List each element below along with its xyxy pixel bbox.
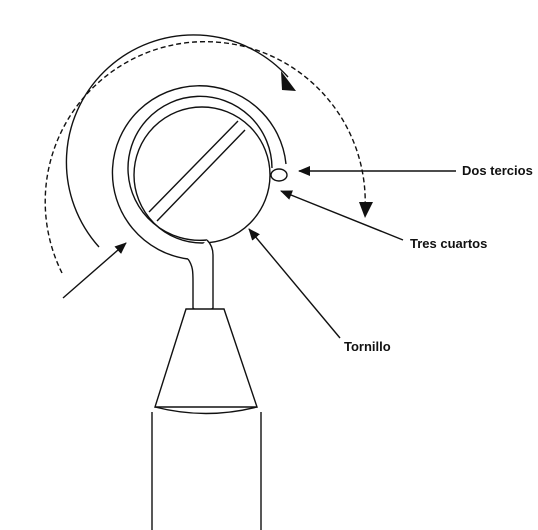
wire-loop-inner [127, 95, 273, 242]
wire-end [270, 168, 288, 182]
tres-cuartos-arc-arrowhead [281, 71, 296, 91]
screwdriver-tip [154, 308, 258, 408]
tornillo-pointer-arrow [248, 228, 341, 339]
wire-loop-outer [111, 85, 287, 260]
tres-cuartos-pointer-arrow [280, 190, 404, 241]
label-tornillo: Tornillo [344, 339, 391, 354]
wire-stem [187, 239, 214, 314]
label-tres-cuartos: Tres cuartos [410, 236, 487, 251]
loop-pointer-arrow [62, 242, 127, 299]
screwdriver-ferrule [154, 406, 258, 415]
screw-slot-line-a [148, 120, 239, 213]
label-dos-tercios: Dos tercios [462, 163, 533, 178]
screw-slot-line-b [156, 129, 246, 222]
dos-tercios-arc-arrowhead [359, 202, 373, 218]
dos-tercios-dashed-arc [44, 40, 366, 274]
tres-cuartos-solid-arc [65, 34, 289, 248]
